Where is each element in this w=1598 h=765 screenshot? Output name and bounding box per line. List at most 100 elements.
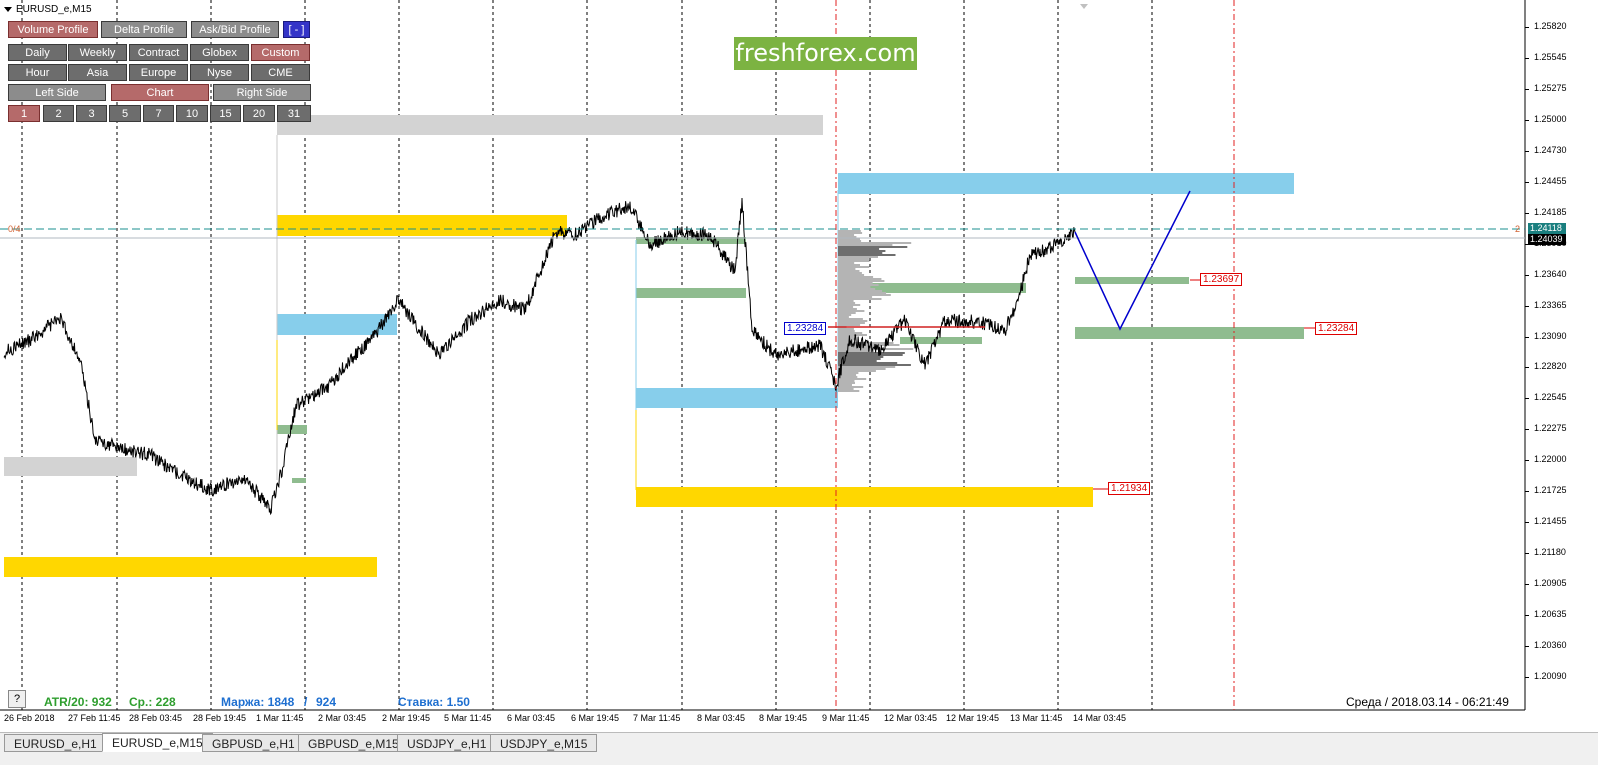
demand-zone: [4, 557, 377, 577]
time-tick-label: 9 Mar 11:45: [822, 713, 870, 723]
time-tick-label: 5 Mar 11:45: [444, 713, 492, 723]
volume-bar: [838, 298, 882, 300]
panel-button-custom[interactable]: Custom: [251, 44, 310, 61]
volume-bar: [838, 320, 868, 322]
panel-button-31[interactable]: 31: [277, 105, 311, 122]
price-tick: [1525, 88, 1529, 90]
panel-button-[interactable]: [ - ]: [283, 21, 310, 38]
panel-button-globex[interactable]: Globex: [190, 44, 249, 61]
time-tick-label: 12 Mar 19:45: [946, 713, 1000, 723]
volume-bar: [838, 308, 857, 310]
panel-button-daily[interactable]: Daily: [8, 44, 67, 61]
panel-button-2[interactable]: 2: [43, 105, 74, 122]
panel-button-1[interactable]: 1: [8, 105, 40, 122]
volume-bar: [838, 350, 875, 352]
volume-bar: [838, 334, 867, 336]
panel-button-left-side[interactable]: Left Side: [8, 84, 106, 101]
volume-bar: [838, 288, 876, 290]
panel-button-20[interactable]: 20: [243, 105, 275, 122]
panel-button-hour[interactable]: Hour: [8, 64, 67, 81]
panel-button-europe[interactable]: Europe: [129, 64, 188, 81]
panel-button-cme[interactable]: CME: [251, 64, 310, 81]
green-level: [292, 478, 306, 483]
panel-button-3[interactable]: 3: [76, 105, 107, 122]
price-tick-label: 1.22545: [1534, 392, 1567, 403]
volume-bar: [838, 372, 859, 374]
time-tick-label: 27 Feb 11:45: [68, 713, 121, 723]
price-tick: [1525, 522, 1529, 524]
panel-button-asia[interactable]: Asia: [68, 64, 127, 81]
volume-bar: [838, 384, 852, 386]
volume-bar: [838, 352, 905, 354]
panel-button-5[interactable]: 5: [109, 105, 141, 122]
panel-button-weekly[interactable]: Weekly: [68, 44, 127, 61]
volume-bar: [838, 332, 863, 334]
volume-bar: [838, 338, 856, 340]
price-tick: [1525, 274, 1529, 276]
price-tick-label: 1.22275: [1534, 423, 1567, 434]
volume-bar: [838, 314, 852, 316]
chart-tab[interactable]: USDJPY_e,M15: [490, 734, 598, 752]
watermark-logo: freshforex.com: [734, 37, 917, 70]
volume-bar: [838, 266, 870, 268]
panel-button-nyse[interactable]: Nyse: [190, 64, 249, 81]
atr-readout: ATR/20: 932: [44, 695, 112, 709]
grey-zone: [4, 457, 137, 476]
datetime-readout: Среда / 2018.03.14 - 06:21:49: [1346, 695, 1509, 709]
volume-bar: [838, 284, 879, 286]
current-price-tag: 1.24118: [1528, 223, 1566, 234]
volume-bar: [838, 240, 862, 242]
current-price-tag: 1.24039: [1528, 234, 1566, 245]
chart-tab[interactable]: USDJPY_e,H1: [397, 734, 497, 752]
panel-button-7[interactable]: 7: [143, 105, 174, 122]
time-tick-label: 28 Feb 03:45: [129, 713, 183, 723]
volume-profile: [838, 230, 914, 392]
volume-bar: [838, 376, 858, 378]
price-series: [3, 197, 1076, 516]
panel-button-chart[interactable]: Chart: [111, 84, 209, 101]
zones: [4, 115, 1304, 577]
volume-bar: [838, 302, 856, 304]
chart-tab[interactable]: EURUSD_e,H1: [4, 734, 107, 752]
volume-bar: [838, 336, 854, 338]
price-tick: [1525, 491, 1529, 493]
price-tick-label: 1.25000: [1534, 113, 1567, 124]
green-level: [636, 237, 746, 244]
volume-bar: [838, 248, 880, 250]
level-price-label: 1.21934: [1108, 482, 1151, 495]
projection-path: [1074, 190, 1191, 331]
time-tick-label: 28 Feb 19:45: [193, 713, 247, 723]
chevron-down-icon[interactable]: [4, 7, 12, 12]
panel-button-volume-profile[interactable]: Volume Profile: [8, 21, 98, 38]
panel-button-15[interactable]: 15: [210, 105, 241, 122]
panel-button-contract[interactable]: Contract: [129, 44, 188, 61]
chart-tab[interactable]: GBPUSD_e,H1: [202, 734, 305, 752]
price-tick: [1525, 57, 1529, 59]
volume-bar: [838, 306, 854, 308]
volume-bar: [838, 256, 878, 258]
volume-bar: [838, 270, 860, 272]
panel-button-ask-bid-profile[interactable]: Ask/Bid Profile: [191, 21, 279, 38]
help-button[interactable]: ?: [8, 690, 26, 708]
panel-button-delta-profile[interactable]: Delta Profile: [101, 21, 187, 38]
volume-bar: [838, 268, 856, 270]
price-tick-label: 1.21455: [1534, 516, 1567, 527]
price-tick-label: 1.25545: [1534, 51, 1567, 62]
left-edge-label: 0/4: [8, 224, 21, 234]
time-tick-label: 13 Mar 11:45: [1010, 713, 1063, 723]
price-tick: [1525, 119, 1529, 121]
volume-bar: [838, 354, 903, 356]
panel-button-right-side[interactable]: Right Side: [213, 84, 311, 101]
chart-tab[interactable]: GBPUSD_e,M15: [298, 734, 409, 752]
volume-bar: [838, 356, 884, 358]
time-tick-label: 6 Mar 19:45: [571, 713, 620, 723]
margin-separator: /: [304, 695, 308, 709]
volume-bar: [838, 262, 855, 264]
chart-tab[interactable]: EURUSD_e,M15: [102, 733, 213, 752]
time-tick-label: 8 Mar 03:45: [697, 713, 746, 723]
price-tick-label: 1.23640: [1534, 268, 1567, 279]
panel-button-10[interactable]: 10: [176, 105, 208, 122]
symbol-label: EURUSD_e,M15: [16, 4, 92, 15]
supply-zone: [838, 173, 1294, 194]
